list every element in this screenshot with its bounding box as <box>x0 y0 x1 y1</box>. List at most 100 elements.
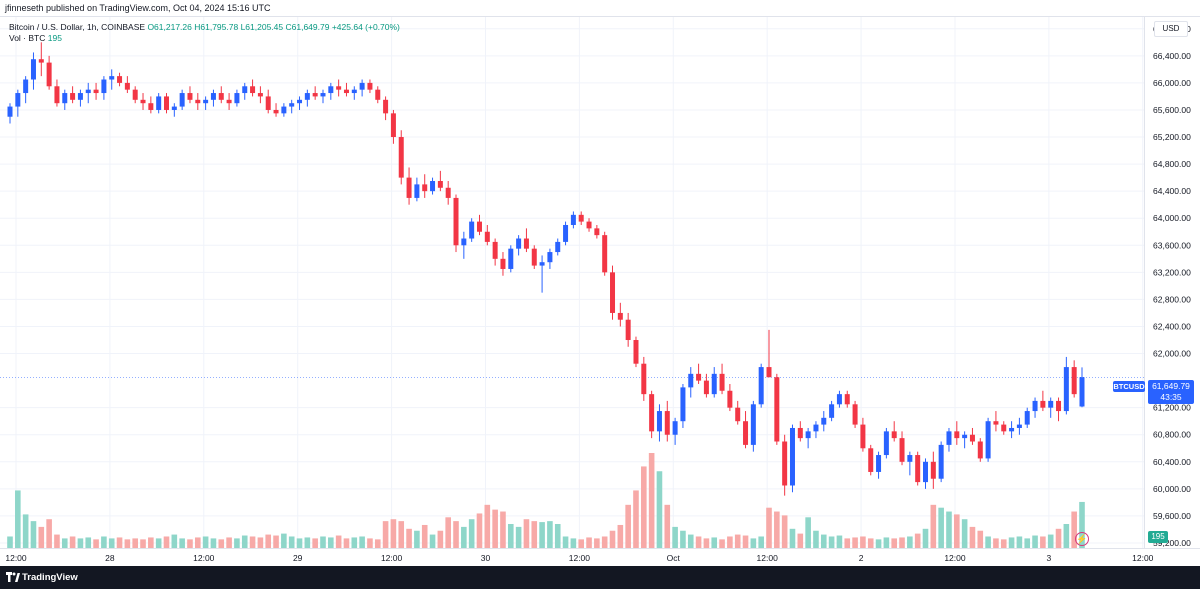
volume-bar <box>1016 536 1023 548</box>
candle-body <box>829 404 835 418</box>
volume-bar <box>429 534 436 548</box>
volume-bar <box>343 538 350 548</box>
publish-info-text: jfinneseth published on TradingView.com,… <box>5 3 271 13</box>
price-axis-label: 59,600.00 <box>1153 511 1191 521</box>
volume-bar <box>281 533 287 548</box>
volume-bar <box>954 514 960 548</box>
candle-body <box>969 434 975 442</box>
candle-body <box>109 76 115 80</box>
current-price-label: 61,649.79 43:35 <box>1148 380 1194 404</box>
volume-bar <box>687 534 694 548</box>
legend-symbol[interactable]: Bitcoin / U.S. Dollar, 1h, COINBASE <box>9 22 146 32</box>
candle-body <box>923 461 929 483</box>
candle-body <box>445 187 451 198</box>
candle-body <box>664 411 670 435</box>
volume-bar <box>734 534 741 548</box>
candle-body <box>15 93 21 107</box>
volume-bar <box>30 521 37 548</box>
legend-ohlc-row: Bitcoin / U.S. Dollar, 1h, COINBASE O61,… <box>9 22 400 33</box>
candle-body <box>156 96 162 110</box>
candle-body <box>844 394 850 405</box>
legend-volume-row: Vol · BTC 195 <box>9 33 400 44</box>
candle-body <box>1048 400 1054 408</box>
volume-bar <box>1000 539 1007 548</box>
candle-body <box>38 59 44 63</box>
volume-bar <box>453 521 459 548</box>
volume-bar <box>1024 538 1031 548</box>
volume-bar <box>226 537 232 548</box>
candle-body <box>132 89 138 100</box>
volume-bar <box>547 521 553 548</box>
candle-body <box>226 99 232 104</box>
volume-bar <box>907 536 913 548</box>
candle-body <box>77 93 83 100</box>
volume-bar <box>468 519 475 548</box>
candlestick-chart[interactable] <box>0 17 1144 548</box>
price-axis[interactable]: 66,800.0066,400.0066,000.0065,600.0065,2… <box>1144 17 1200 548</box>
candle-body <box>406 177 412 198</box>
volume-bar <box>61 538 68 548</box>
volume-bar <box>672 526 678 548</box>
price-axis-label: 63,200.00 <box>1153 267 1191 277</box>
volume-bar <box>367 538 373 548</box>
lightning-icon[interactable]: ⚡ <box>1075 532 1089 546</box>
candle-body <box>1001 424 1007 432</box>
time-axis-label: 28 <box>105 553 115 563</box>
candle-body <box>805 431 811 439</box>
volume-bar <box>828 536 835 548</box>
candle-body <box>195 99 201 104</box>
candle-body <box>555 241 561 253</box>
legend-volume-label[interactable]: Vol · BTC <box>9 33 46 43</box>
volume-bar <box>187 539 193 548</box>
time-axis-label: 12:00 <box>5 553 27 563</box>
candle-body <box>179 93 185 107</box>
chart-pane[interactable] <box>0 17 1144 548</box>
candle-body <box>617 312 623 320</box>
time-axis-label: 12:00 <box>569 553 591 563</box>
volume-bar <box>77 538 84 548</box>
candle-body <box>946 431 952 445</box>
candle-body <box>500 258 506 269</box>
time-axis-label: 3 <box>1047 553 1052 563</box>
candle-body <box>461 238 467 246</box>
candle-body <box>343 89 349 94</box>
candle-body <box>1024 411 1030 425</box>
volume-bar <box>813 530 819 548</box>
candle-body <box>876 455 882 472</box>
candle-body <box>484 231 490 242</box>
candle-body <box>899 438 905 462</box>
time-axis-label: Oct <box>667 553 681 563</box>
volume-bar <box>461 526 467 548</box>
candle-body <box>23 79 29 94</box>
volume-bar <box>648 453 655 548</box>
candle-body <box>547 252 553 263</box>
time-axis[interactable]: 12:00 28 12:00 29 12:00 30 12:00 Oct 12:00 2 12:00… <box>0 548 1200 566</box>
volume-bar <box>664 504 671 548</box>
candle-body <box>242 86 248 94</box>
currency-button[interactable]: USD <box>1154 21 1188 37</box>
candle-body <box>367 82 373 90</box>
volume-bar <box>382 521 389 548</box>
volume-bar <box>758 536 764 548</box>
time-axis-label: 12:00 <box>381 553 403 563</box>
candle-body <box>696 373 702 381</box>
candle-body <box>312 93 318 97</box>
volume-bar <box>1032 535 1038 548</box>
tradingview-logo-icon <box>6 572 20 582</box>
candle-body <box>281 106 287 114</box>
candle-body <box>30 59 36 80</box>
volume-bar <box>883 537 890 548</box>
candle-body <box>62 93 68 104</box>
volume-bar <box>625 504 631 548</box>
candle-body <box>531 248 537 266</box>
volume-bar <box>445 517 451 548</box>
footer-brand[interactable]: TradingView <box>22 572 78 583</box>
candle-body <box>54 86 60 104</box>
time-axis-label: 12:00 <box>1132 553 1154 563</box>
price-axis-label: 66,000.00 <box>1153 78 1191 88</box>
candle-body <box>422 184 428 192</box>
volume-bar <box>867 538 874 548</box>
candle-body <box>469 221 475 239</box>
candle-body <box>954 431 960 439</box>
volume-bar <box>938 507 944 548</box>
